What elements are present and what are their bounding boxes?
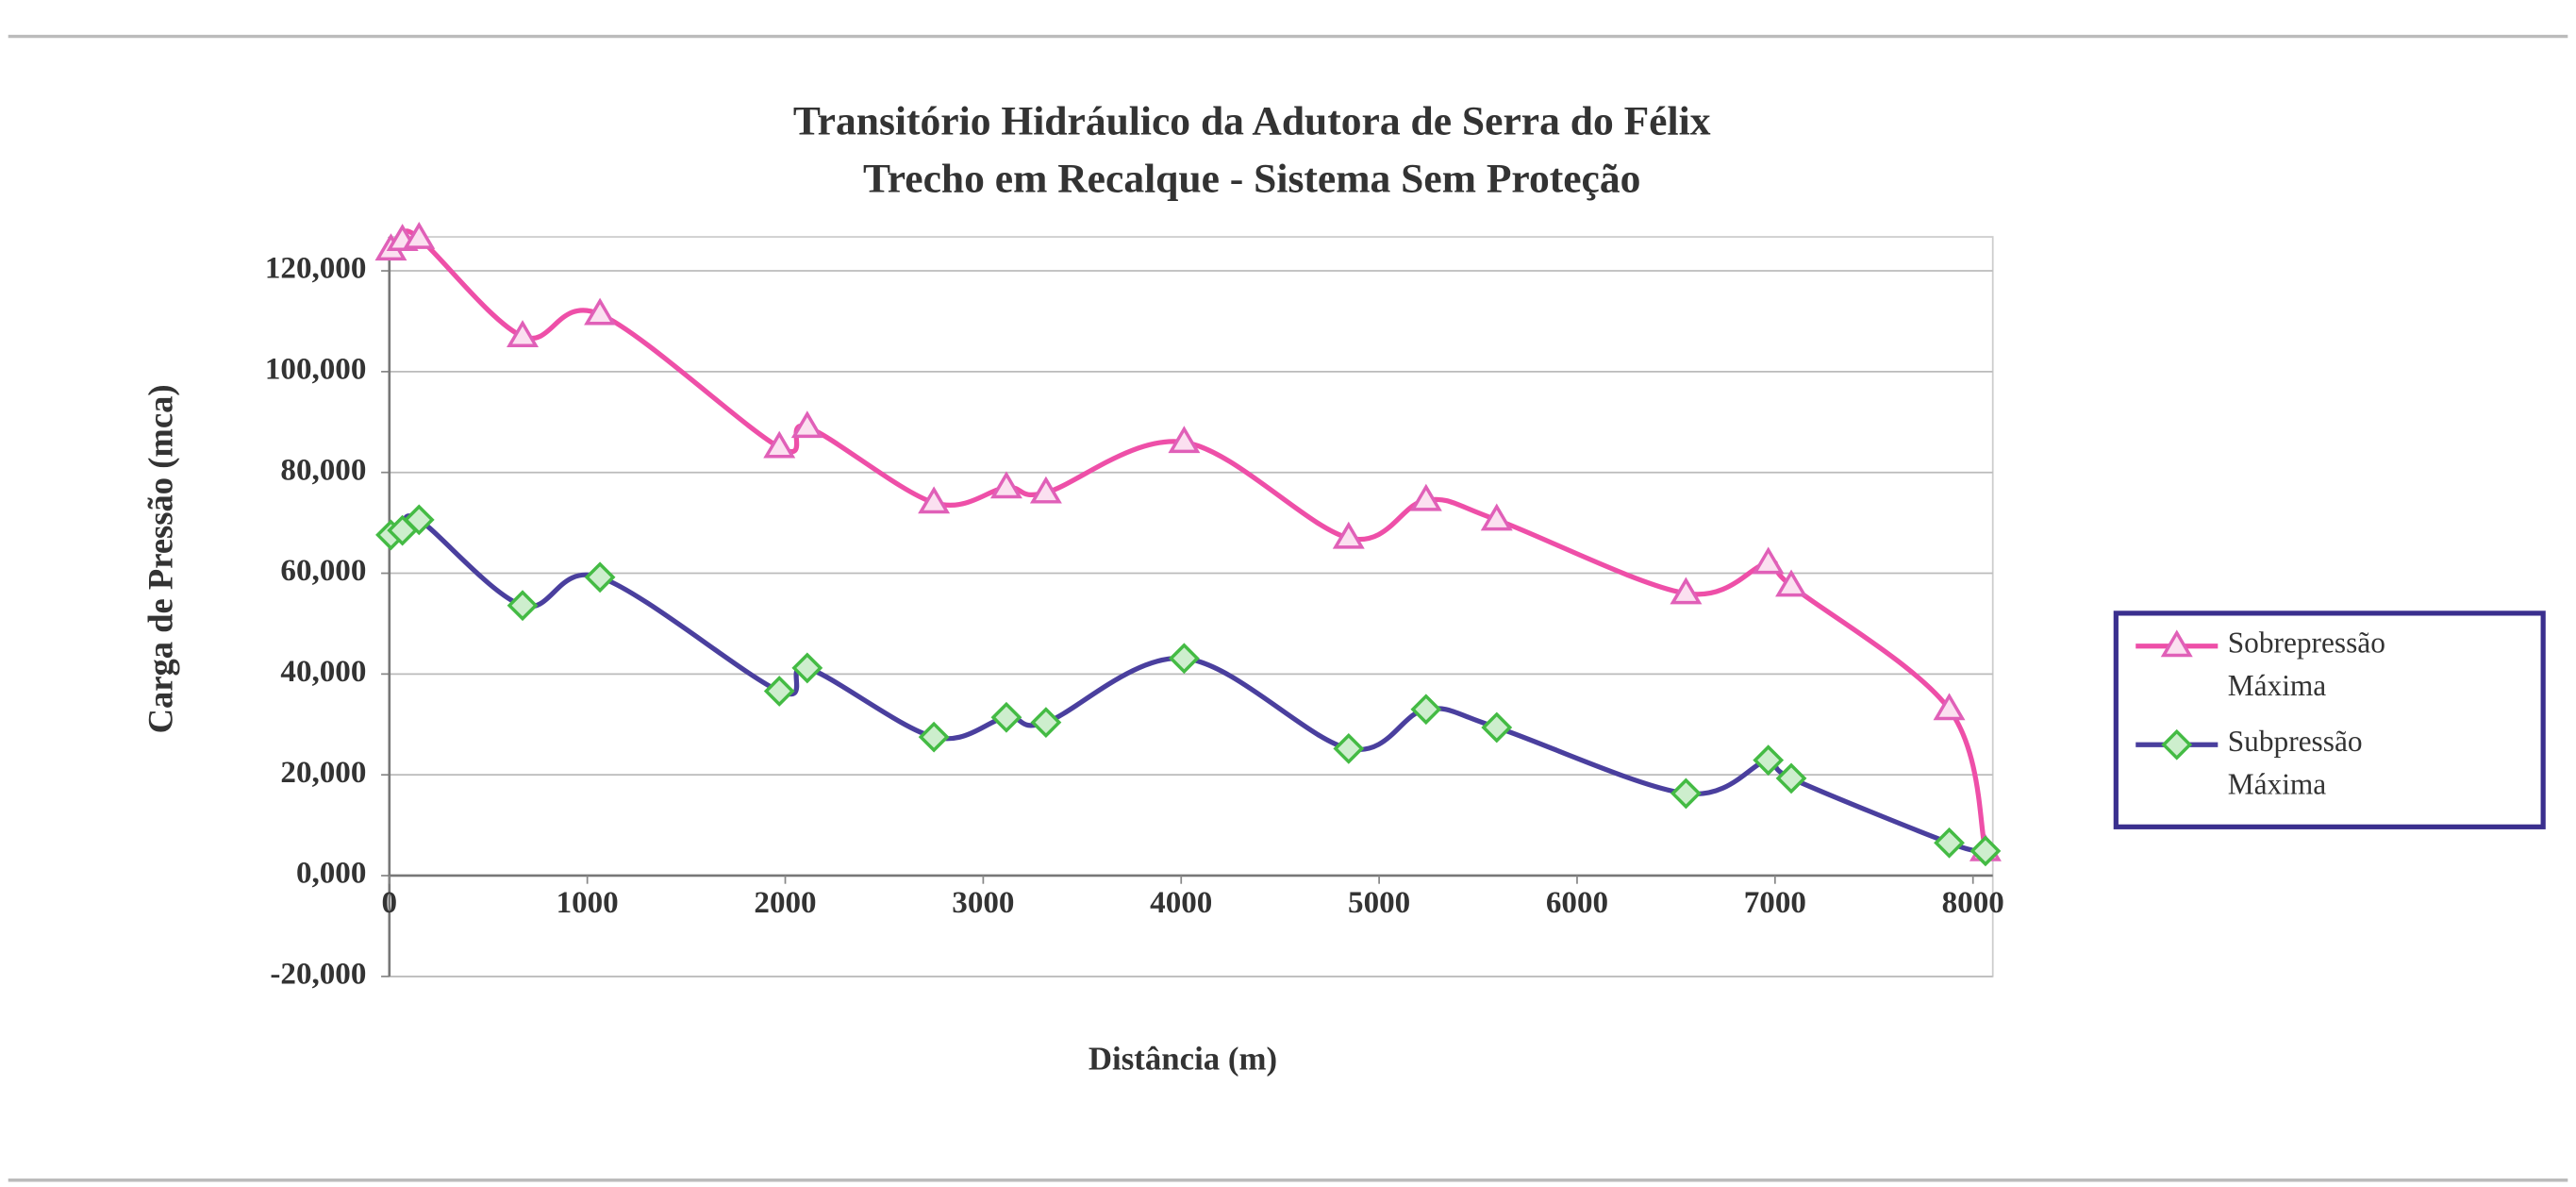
data-marker xyxy=(507,590,539,622)
data-marker xyxy=(763,676,795,707)
x-tick-label: 6000 xyxy=(1546,886,1608,920)
data-marker xyxy=(1670,577,1703,605)
data-marker xyxy=(790,410,823,439)
data-marker xyxy=(1409,483,1442,511)
y-tick-label: 100,000 xyxy=(265,352,367,386)
data-marker xyxy=(1168,426,1201,454)
x-axis-label: Distância (m) xyxy=(1089,1040,1277,1077)
x-tick-label: 4000 xyxy=(1150,886,1212,920)
data-marker xyxy=(1030,707,1062,739)
data-marker xyxy=(1029,476,1062,504)
data-marker xyxy=(1933,693,1966,721)
data-marker xyxy=(1775,762,1807,794)
data-marker xyxy=(1753,744,1785,777)
data-marker xyxy=(989,471,1022,499)
legend-label: Sobrepressão Máxima xyxy=(2228,627,2393,702)
x-tick-label: 8000 xyxy=(1942,886,2004,920)
data-marker xyxy=(1969,835,2002,867)
legend-marker xyxy=(2160,629,2193,658)
y-tick-label: 20,000 xyxy=(280,756,366,790)
data-marker xyxy=(1775,569,1808,597)
data-marker xyxy=(918,486,951,514)
legend-label: Subpressão Máxima xyxy=(2228,725,2370,800)
y-tick-label: 60,000 xyxy=(280,554,366,588)
data-marker xyxy=(1480,503,1513,531)
x-tick-label: 3000 xyxy=(952,886,1014,920)
data-marker xyxy=(918,721,950,753)
y-axis-label: Carga de Pressão (mca) xyxy=(141,384,180,733)
x-tick-label: 7000 xyxy=(1744,886,1806,920)
x-tick-label: 5000 xyxy=(1348,886,1410,920)
x-tick-label: 2000 xyxy=(754,886,816,920)
y-tick-label: 80,000 xyxy=(280,453,366,487)
data-marker xyxy=(791,652,823,684)
data-marker xyxy=(1670,777,1702,810)
data-marker xyxy=(990,701,1022,733)
y-tick-label: 0,000 xyxy=(296,857,366,891)
legend-marker xyxy=(2161,728,2193,761)
data-marker xyxy=(763,430,796,459)
data-marker xyxy=(1481,711,1513,744)
data-marker xyxy=(1168,643,1200,675)
y-tick-label: 120,000 xyxy=(265,252,367,286)
data-marker xyxy=(507,320,540,347)
data-marker xyxy=(403,221,436,249)
x-tick-label: 1000 xyxy=(557,886,619,920)
data-marker xyxy=(1333,732,1365,764)
x-tick-label: 0 xyxy=(382,886,398,920)
data-marker xyxy=(1410,694,1442,726)
chart-subtitle: Trecho em Recalque - Sistema Sem Proteçã… xyxy=(863,157,1640,202)
data-marker xyxy=(584,297,617,326)
chart-title: Transitório Hidráulico da Adutora de Ser… xyxy=(793,99,1711,144)
data-marker xyxy=(1752,546,1785,575)
data-marker xyxy=(584,561,616,594)
y-tick-label: 40,000 xyxy=(280,655,366,689)
data-marker xyxy=(403,504,435,536)
y-tick-label: -20,000 xyxy=(270,957,366,991)
data-marker xyxy=(1332,521,1365,549)
data-marker xyxy=(1934,827,1965,859)
